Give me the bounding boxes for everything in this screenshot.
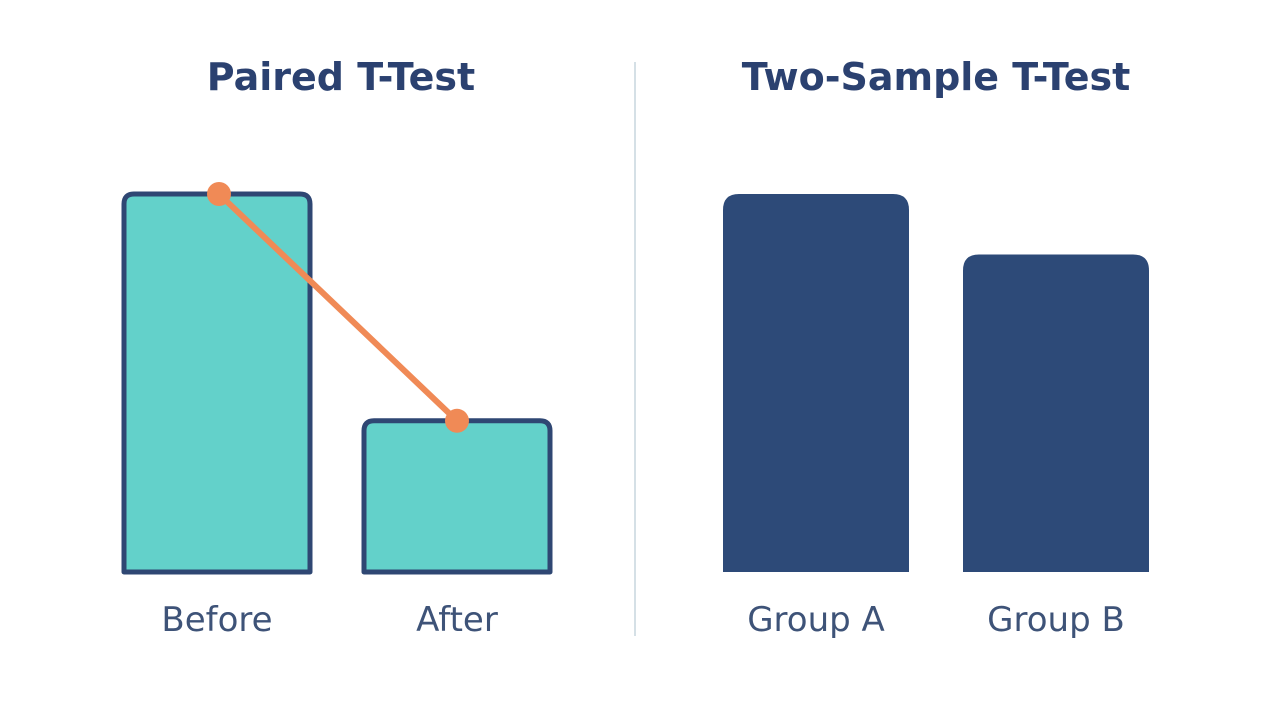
group-bars [723, 194, 1149, 573]
paired-point-after [445, 408, 469, 433]
bar-group-b [963, 254, 1149, 573]
paired-connector [207, 182, 469, 433]
two-sample-t-test-panel: Two-Sample T-Test Group A Group B [723, 55, 1149, 640]
after-label: After [416, 600, 498, 640]
group-b-label: Group B [987, 600, 1125, 640]
bar-before [121, 191, 313, 575]
paired-bars [121, 191, 553, 575]
bar-after [361, 418, 553, 575]
paired-connector-line [216, 191, 460, 424]
two-sample-chart-title: Two-Sample T-Test [742, 55, 1131, 99]
group-a-label: Group A [747, 600, 885, 640]
paired-chart-title: Paired T-Test [207, 55, 475, 99]
paired-t-test-panel: Paired T-Test Before After [121, 55, 553, 640]
bar-group-a [723, 194, 909, 572]
before-label: Before [161, 600, 272, 640]
paired-point-before [207, 182, 231, 206]
